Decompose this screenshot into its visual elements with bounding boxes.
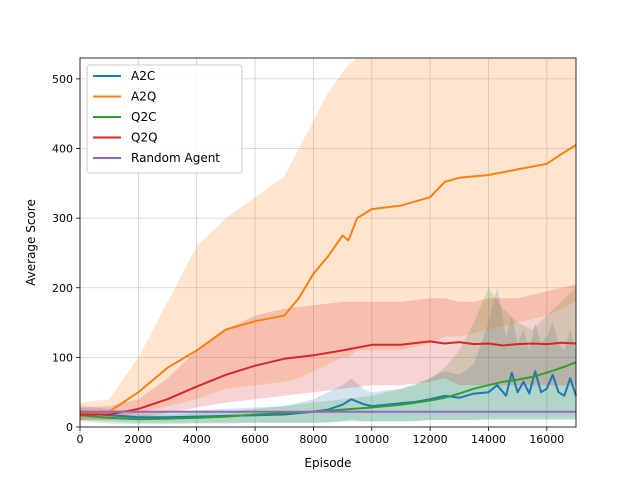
q2q-line bbox=[80, 340, 577, 416]
a2c-band bbox=[80, 287, 576, 423]
legend-box bbox=[86, 64, 243, 174]
legend: A2C A2Q Q2C Q2Q Random Agent bbox=[86, 64, 243, 174]
y-axis-label: Average Score bbox=[24, 199, 38, 286]
x-tick-label: 0 bbox=[77, 433, 84, 446]
x-tick-label: 8000 bbox=[299, 433, 327, 446]
grid-lines bbox=[79, 58, 576, 428]
legend-label-q2c: Q2C bbox=[131, 110, 156, 124]
legend-items: A2C A2Q Q2C Q2Q Random Agent bbox=[93, 69, 220, 165]
y-tick-label: 100 bbox=[52, 351, 73, 364]
x-tick-label: 6000 bbox=[241, 433, 269, 446]
x-axis-label: Episode bbox=[304, 456, 351, 470]
legend-label-q2q: Q2Q bbox=[131, 131, 158, 145]
q2c-line bbox=[79, 361, 577, 421]
series-lines bbox=[79, 144, 577, 421]
legend-label-random-agent: Random Agent bbox=[131, 151, 220, 165]
y-tick-label: 300 bbox=[52, 212, 73, 225]
legend-label-a2c: A2C bbox=[131, 69, 155, 83]
q2c-band bbox=[80, 287, 576, 425]
y-tick-label: 200 bbox=[52, 282, 73, 295]
legend-label-a2q: A2Q bbox=[131, 90, 156, 104]
x-tick-label: 10000 bbox=[354, 433, 389, 446]
y-axis-ticks: 0 100 200 300 400 500 bbox=[52, 73, 80, 434]
x-tick-label: 14000 bbox=[471, 433, 506, 446]
a2q-line bbox=[79, 144, 577, 415]
y-tick-label: 0 bbox=[66, 421, 73, 434]
plot-frame bbox=[79, 57, 577, 428]
y-tick-label: 400 bbox=[52, 143, 73, 156]
y-tick-label: 500 bbox=[52, 73, 73, 86]
x-axis-ticks: 0 2000 4000 6000 8000 10000 12000 14000 16000 bbox=[77, 427, 564, 446]
x-tick-label: 16000 bbox=[529, 433, 564, 446]
x-tick-label: 4000 bbox=[183, 433, 211, 446]
x-tick-label: 2000 bbox=[124, 433, 152, 446]
x-tick-label: 12000 bbox=[413, 433, 448, 446]
a2q-band bbox=[80, 58, 576, 420]
